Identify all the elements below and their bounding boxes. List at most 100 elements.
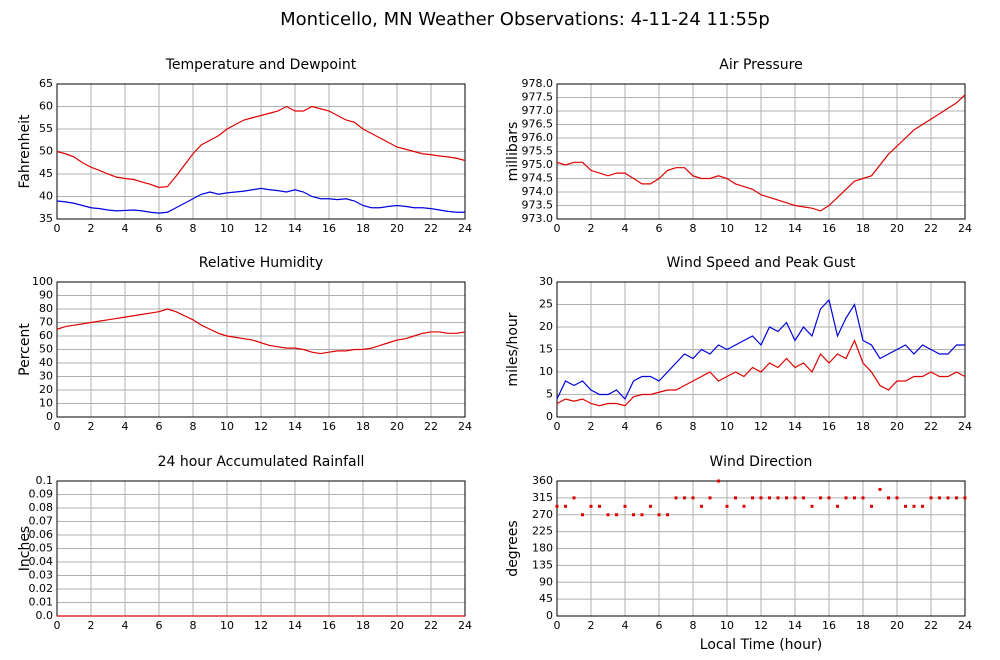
data-point [742,504,746,508]
x-tick-label: 22 [424,222,438,235]
y-tick-label: 135 [532,558,553,571]
data-point [827,496,831,500]
data-line [556,94,966,212]
x-tick-label: 18 [356,222,370,235]
y-tick-label: 20 [539,320,553,333]
x-tick-label: 24 [958,222,972,235]
x-tick-label: 20 [890,420,904,433]
y-tick-label: 973.5 [522,199,554,212]
x-tick-label: 10 [720,619,734,632]
x-tick-label: 6 [156,222,163,235]
panel-title: Temperature and Dewpoint [165,57,357,73]
y-tick-label: 975.0 [522,158,554,171]
x-tick-label: 4 [622,420,629,433]
y-tick-label: 80 [39,302,53,315]
x-tick-label: 8 [190,420,197,433]
x-tick-label: 10 [220,619,234,632]
x-tick-label: 4 [122,420,129,433]
y-tick-label: 180 [532,542,553,555]
x-tick-label: 14 [288,619,302,632]
y-tick-label: 0 [546,609,553,622]
data-point [674,496,678,500]
x-tick-label: 16 [822,420,836,433]
data-point [666,513,669,517]
y-tick-label: 0.03 [29,569,54,582]
data-point [870,504,873,508]
y-tick-label: 974.5 [522,172,554,185]
data-point [751,496,754,500]
x-tick-label: 18 [856,619,870,632]
data-point [963,496,967,500]
y-tick-label: 30 [539,275,553,288]
y-tick-label: 35 [39,212,53,225]
data-point [717,479,720,483]
data-point [802,496,805,500]
x-tick-label: 0 [54,619,61,632]
x-tick-label: 16 [322,619,336,632]
data-point [887,496,890,500]
panel-title: Wind Direction [710,454,813,470]
y-tick-label: 0.08 [29,501,54,514]
x-tick-label: 6 [656,222,663,235]
x-tick-label: 8 [690,222,697,235]
plot-frame [556,83,966,220]
data-point [734,496,737,500]
x-tick-label: 4 [122,619,129,632]
data-point [589,504,593,508]
x-tick-label: 18 [356,619,370,632]
x-tick-label: 14 [788,420,802,433]
x-tick-label: 4 [622,619,629,632]
x-tick-label: 12 [754,222,768,235]
x-tick-label: 8 [190,222,197,235]
y-tick-label: 65 [39,77,53,90]
y-tick-label: 25 [539,298,553,311]
y-tick-label: 360 [532,474,553,487]
y-tick-label: 5 [546,388,553,401]
data-point [878,487,882,491]
x-tick-label: 6 [156,420,163,433]
data-point [649,504,652,508]
x-tick-label: 20 [390,222,404,235]
data-point [819,496,822,500]
x-tick-label: 6 [656,619,663,632]
y-axis-label: Fahrenheit [17,114,33,189]
y-tick-label: 60 [39,329,53,342]
x-tick-label: 10 [720,420,734,433]
y-tick-label: 974.0 [522,185,554,198]
x-tick-label: 22 [924,420,938,433]
x-tick-label: 14 [288,222,302,235]
y-axis-label: degrees [505,520,521,576]
y-tick-label: 45 [39,167,53,180]
x-axis-label: Local Time (hour) [700,637,822,653]
y-axis-label: miles/hour [505,312,521,386]
y-tick-label: 0.06 [29,528,54,541]
y-tick-label: 40 [39,356,53,369]
y-tick-label: 0.0 [36,609,54,622]
x-tick-label: 8 [690,420,697,433]
x-tick-label: 8 [190,619,197,632]
y-tick-label: 60 [39,100,53,113]
data-point [725,504,729,508]
x-tick-label: 24 [958,619,972,632]
x-tick-label: 2 [588,420,595,433]
data-point [938,496,941,500]
x-tick-label: 16 [822,619,836,632]
plot-frame [56,281,466,418]
data-point [581,513,584,517]
data-line [556,298,965,401]
x-tick-label: 20 [390,420,404,433]
x-tick-label: 0 [554,420,561,433]
data-point [606,513,610,517]
data-point [955,496,958,500]
panel-title: Wind Speed and Peak Gust [667,255,856,271]
data-point [615,513,618,517]
x-tick-label: 20 [890,619,904,632]
data-point [555,504,559,508]
y-tick-label: 0 [546,410,553,423]
x-tick-label: 16 [822,222,836,235]
x-tick-label: 12 [254,420,268,433]
